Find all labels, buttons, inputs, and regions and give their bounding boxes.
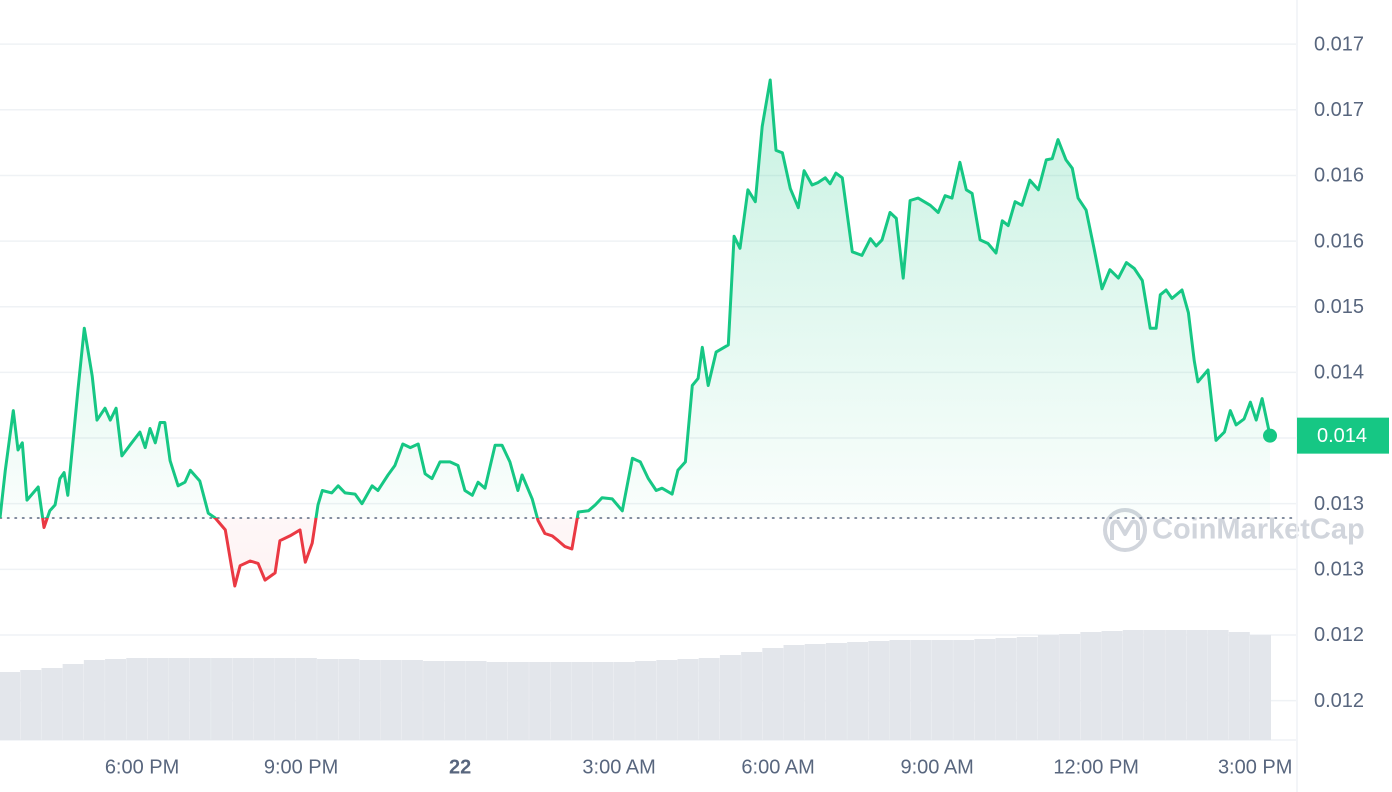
volume-bar: [741, 652, 763, 740]
volume-bar: [465, 661, 487, 740]
volume-bar: [1143, 630, 1165, 740]
x-tick-label: 9:00 PM: [264, 756, 338, 778]
volume-bar: [571, 662, 593, 740]
volume-bar: [592, 662, 614, 740]
volume-bar: [1101, 631, 1123, 740]
volume-bar: [62, 664, 84, 740]
y-tick-label: 0.017: [1314, 33, 1364, 55]
volume-bar: [444, 661, 466, 740]
x-tick-label: 22: [449, 756, 471, 778]
volume-bar: [0, 672, 21, 740]
volume-bar: [762, 648, 784, 740]
volume-bar: [635, 661, 657, 740]
volume-bar: [20, 670, 42, 740]
plot: [0, 78, 1297, 588]
y-tick-label: 0.012: [1314, 690, 1364, 712]
x-tick-label: 6:00 PM: [105, 756, 179, 778]
price-line: [0, 78, 1272, 588]
volume-bar: [317, 659, 339, 740]
volume-bar: [719, 655, 741, 740]
y-tick-label: 0.016: [1314, 230, 1364, 252]
volume-bar: [783, 645, 805, 740]
volume-bar: [211, 658, 233, 740]
y-tick-label: 0.016: [1314, 165, 1364, 187]
volume-bar: [1207, 630, 1229, 740]
volume-bar: [105, 659, 127, 740]
volume-bar: [698, 658, 720, 740]
volume-bar: [423, 661, 445, 740]
x-tick-label: 12:00 PM: [1053, 756, 1139, 778]
volume-bar: [1228, 632, 1250, 740]
volume-bar: [995, 638, 1017, 740]
watermark-text: CoinMarketCap: [1152, 514, 1365, 546]
volume-bar: [274, 658, 296, 740]
y-tick-label: 0.015: [1314, 296, 1364, 318]
y-tick-label: 0.014: [1314, 362, 1364, 384]
price-area: [0, 80, 1270, 586]
volume-bar: [550, 662, 572, 740]
x-tick-label: 3:00 PM: [1218, 756, 1292, 778]
volume-bar: [974, 639, 996, 740]
volume-bar: [338, 659, 360, 740]
volume-bar: [1186, 630, 1208, 740]
volume-bar: [847, 642, 869, 740]
y-tick-label: 0.017: [1314, 99, 1364, 121]
volume-bar: [825, 643, 847, 740]
volume-bar: [1249, 635, 1271, 740]
current-price-box: [1297, 417, 1389, 454]
volume-bar: [931, 640, 953, 740]
volume-bar: [1122, 630, 1144, 740]
volume-bar: [401, 660, 423, 740]
volume-bar: [168, 658, 190, 740]
volume-bar: [232, 658, 254, 740]
volume-bar: [359, 660, 381, 740]
volume-bar: [41, 668, 63, 740]
y-tick-label: 0.013: [1314, 493, 1364, 515]
volume-bar: [507, 662, 529, 740]
last-point: [1263, 428, 1278, 443]
volume-bar: [910, 640, 932, 740]
volume-bar: [147, 658, 169, 740]
volume-bar: [295, 658, 317, 740]
watermark: CoinMarketCap: [1103, 508, 1365, 552]
volume-bar: [804, 644, 826, 740]
volume-bar: [1037, 635, 1059, 740]
x-tick-label: 6:00 AM: [741, 756, 814, 778]
volume-bar: [126, 658, 148, 740]
y-tick-label: 0.012: [1314, 624, 1364, 646]
volume-bar: [486, 662, 508, 740]
y-tick-label: 0.013: [1314, 559, 1364, 581]
volume-bar: [953, 640, 975, 740]
watermark-logo-m: [1110, 519, 1140, 540]
volume-bar: [1165, 630, 1187, 740]
x-tick-label: 9:00 AM: [900, 756, 973, 778]
x-tick-label: 3:00 AM: [582, 756, 655, 778]
volume-bar: [83, 660, 105, 740]
volume-bar: [656, 660, 678, 740]
current-price-label: 0.014: [1317, 425, 1367, 447]
volume-bar: [189, 658, 211, 740]
volume-bar: [889, 640, 911, 740]
volume-bar: [1080, 632, 1102, 740]
labels: 0.012 0.012 0.013 0.013 0.014 0.014 0.015 0.016…: [105, 33, 1389, 778]
volume-bar: [868, 641, 890, 740]
volume-bar: [253, 658, 275, 740]
volume-bar: [677, 659, 699, 740]
volume-bar: [380, 660, 402, 740]
volume-bars: [0, 630, 1271, 740]
volume-bar: [529, 662, 551, 740]
volume-bar: [1016, 637, 1038, 740]
volume-bar: [613, 662, 635, 740]
volume-bar: [1059, 634, 1081, 740]
